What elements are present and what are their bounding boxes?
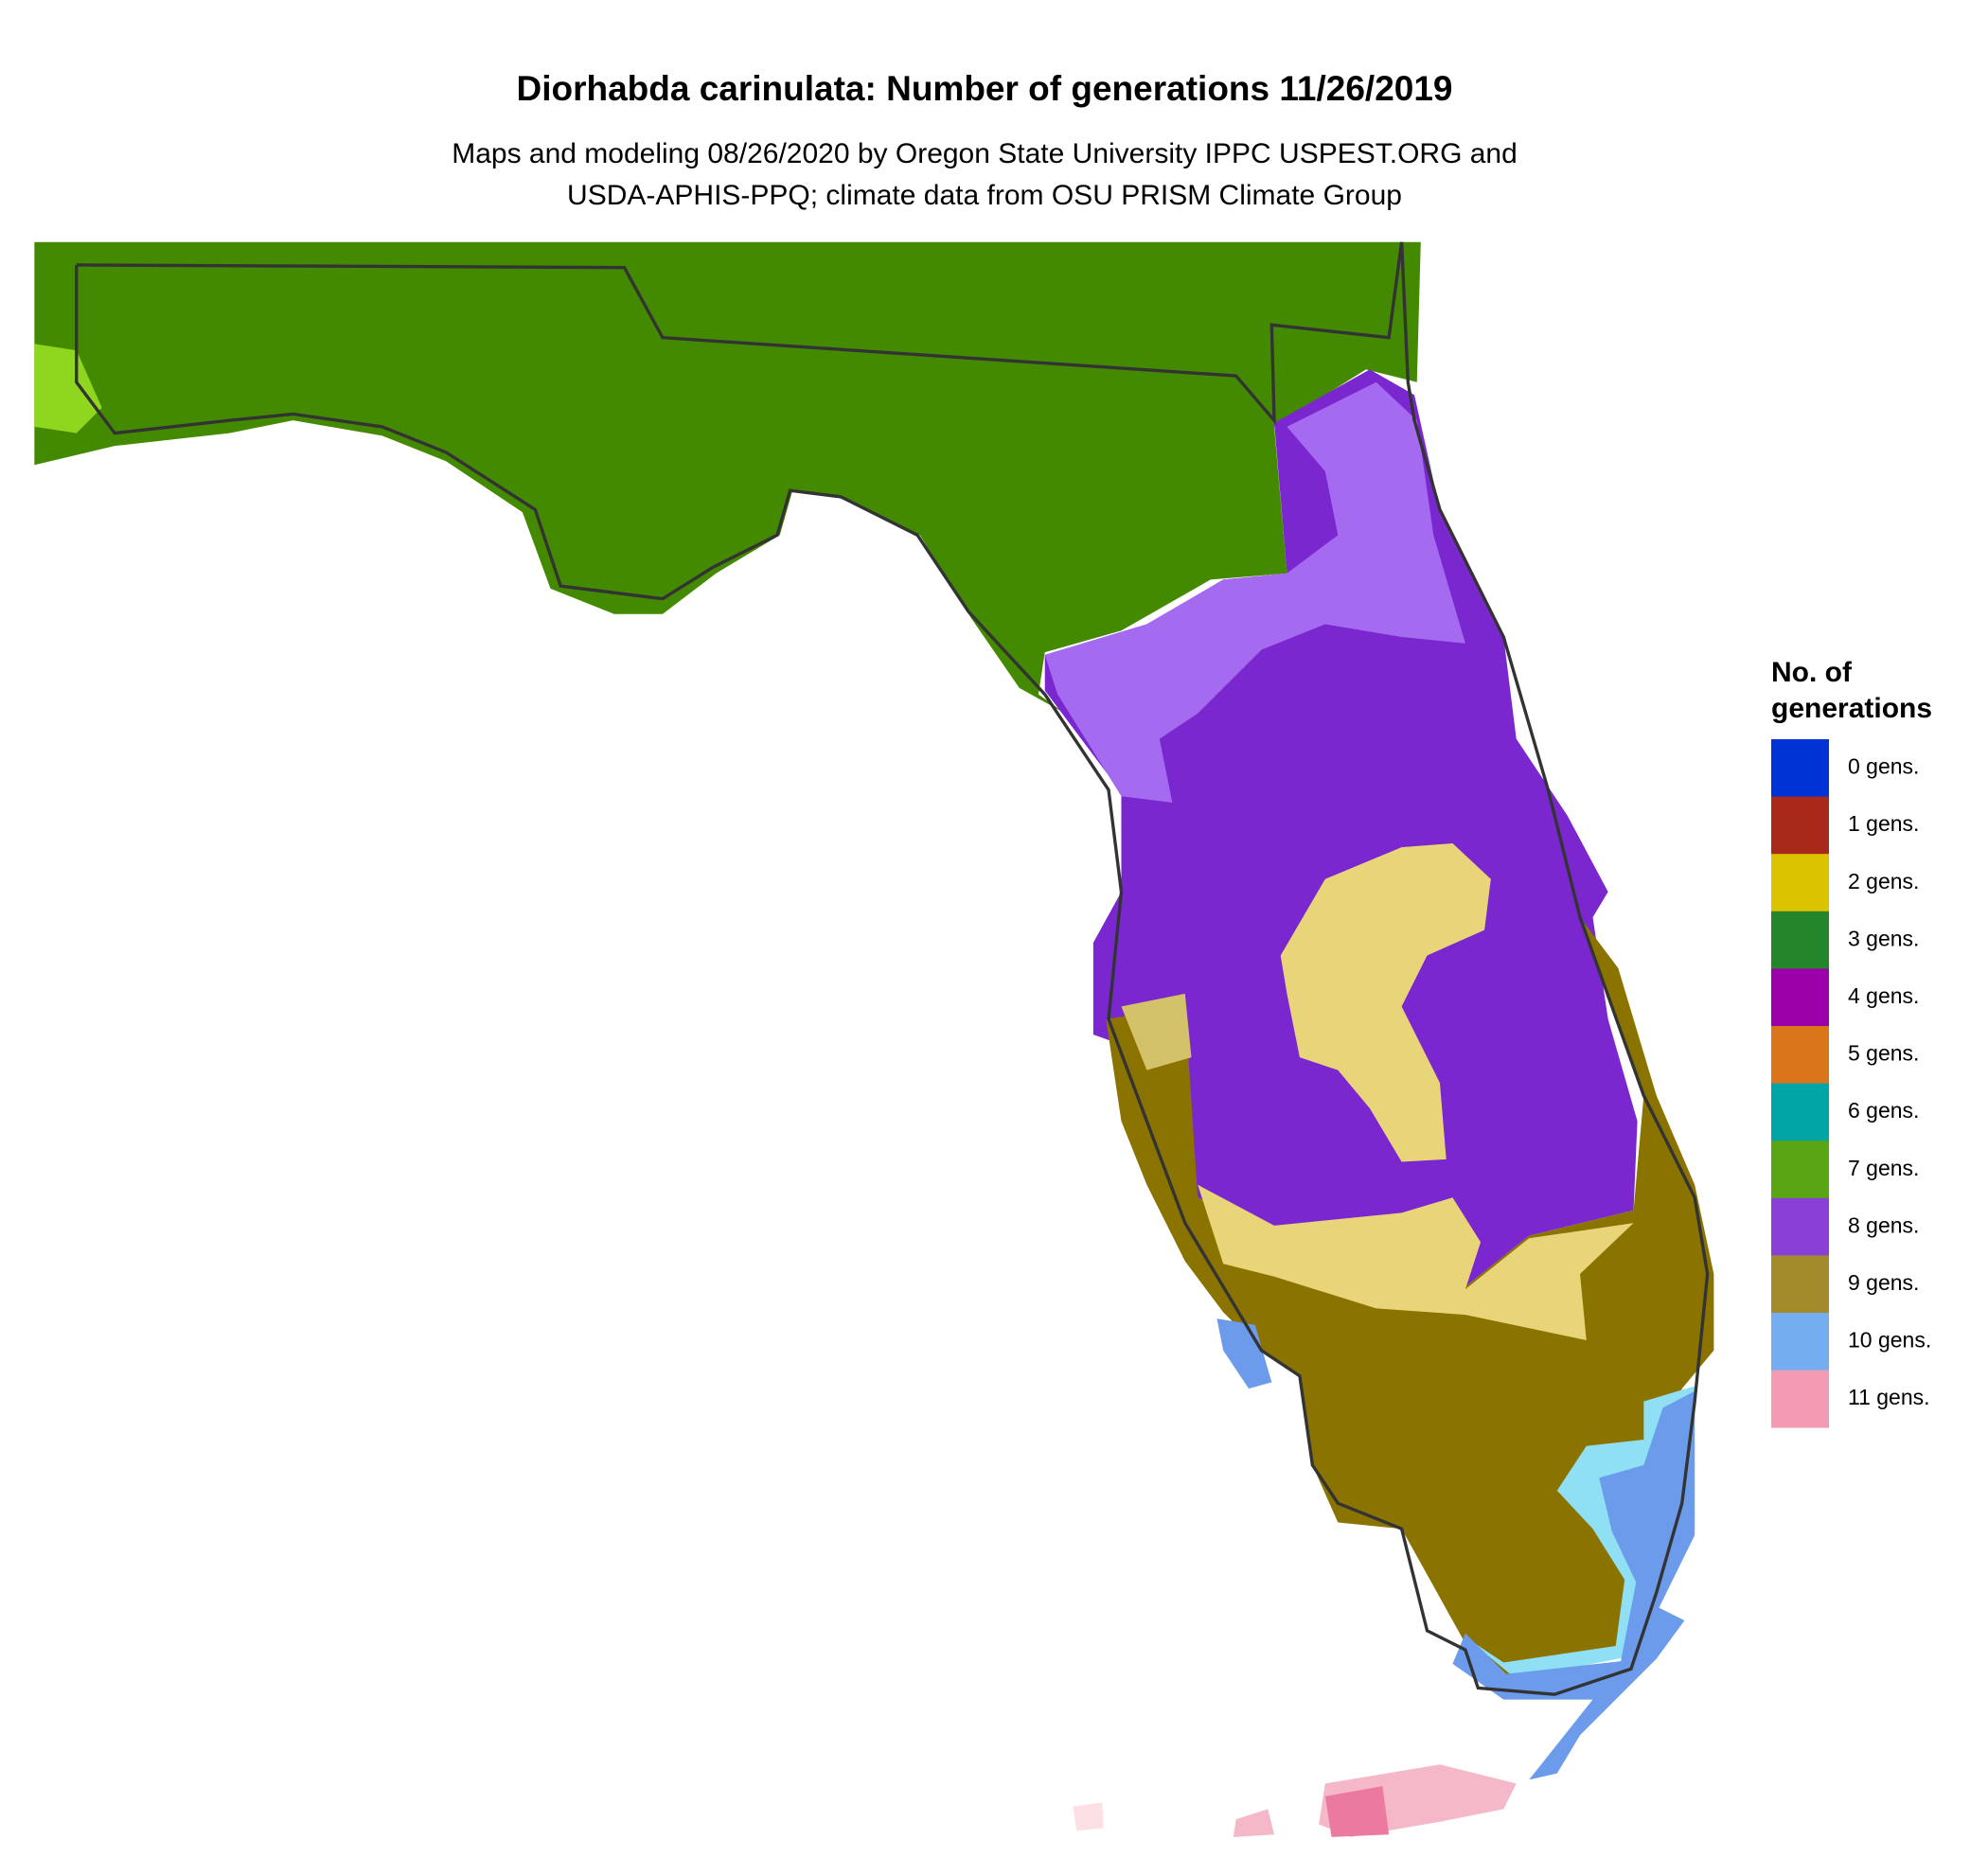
legend-label: 4 gens. (1848, 983, 1919, 1008)
region-7-gens-north (34, 241, 1421, 780)
legend-label: 6 gens. (1848, 1098, 1919, 1123)
legend-swatch (1771, 1370, 1829, 1428)
legend-label: 0 gens. (1848, 754, 1919, 779)
legend-label: 8 gens. (1848, 1212, 1919, 1237)
legend-title: generations (1771, 693, 1932, 724)
legend-swatch (1771, 854, 1829, 912)
title: Diorhabda carinulata: Number of generati… (516, 69, 1452, 108)
legend-swatch (1771, 1313, 1829, 1371)
legend-swatch (1771, 1083, 1829, 1141)
subtitle: Maps and modeling 08/26/2020 by Oregon S… (452, 138, 1518, 169)
legend-label: 5 gens. (1848, 1041, 1919, 1066)
coastline (75, 241, 1710, 1696)
legend-label: 9 gens. (1848, 1270, 1919, 1295)
region-11-gens-dark (1324, 1786, 1390, 1837)
legend: 0 gens. 1 gens. 2 gens. 3 gens. 4 gens. 5 gen… (1771, 739, 1931, 1428)
legend-swatch (1771, 911, 1829, 969)
region-9-gens-light (1121, 993, 1192, 1070)
legend-label: 10 gens. (1848, 1328, 1931, 1353)
region-8-gens-light (1044, 381, 1465, 803)
region-9-gens-light (1198, 1184, 1634, 1340)
region-10-gens (1452, 1390, 1695, 1780)
region-9-gens-light (1280, 843, 1491, 1162)
legend-swatch (1771, 1255, 1829, 1314)
legend-swatch (1771, 796, 1829, 855)
legend-label: 7 gens. (1848, 1156, 1919, 1180)
region-7-gens-lime (34, 344, 102, 433)
legend-label: 1 gens. (1848, 811, 1919, 836)
legend-swatch (1771, 1026, 1829, 1084)
legend-swatch (1771, 968, 1829, 1027)
legend-title: No. of (1771, 657, 1853, 688)
region-10-gens-west (1216, 1318, 1272, 1389)
legend-label: 3 gens. (1848, 926, 1919, 950)
legend-swatch (1771, 1141, 1829, 1199)
legend-label: 2 gens. (1848, 869, 1919, 893)
boundary (76, 241, 1404, 425)
legend-label: 11 gens. (1848, 1385, 1930, 1409)
region-11-gens-keys (1073, 1802, 1104, 1831)
subtitle: USDA-APHIS-PPQ; climate data from OSU PR… (567, 180, 1402, 211)
region-11-gens-keys (1233, 1809, 1274, 1837)
map (34, 241, 1714, 1837)
legend-swatch (1771, 739, 1829, 797)
legend-swatch (1771, 1197, 1829, 1256)
